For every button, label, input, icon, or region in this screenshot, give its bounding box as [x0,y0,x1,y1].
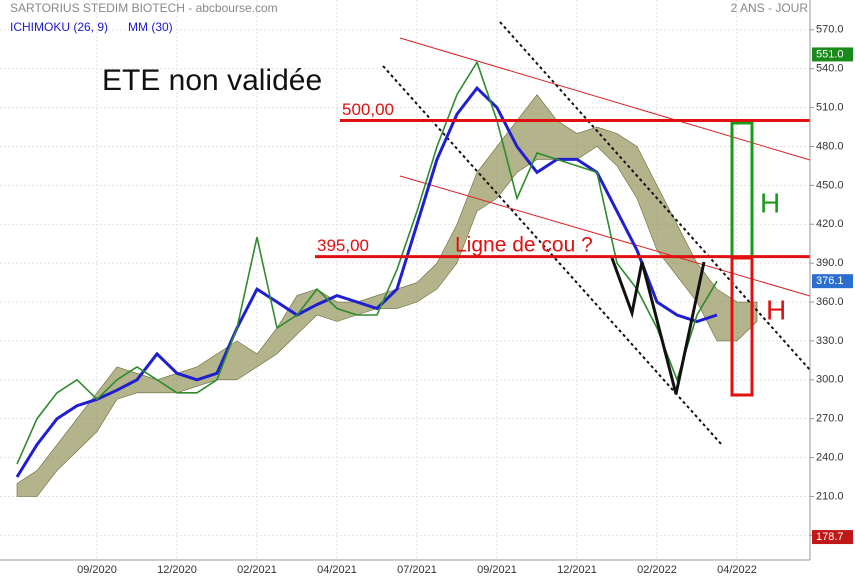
x-tick-label: 02/2021 [237,564,277,576]
price-line [16,60,718,465]
x-tick-label: 12/2020 [157,564,197,576]
pattern-line [610,257,706,395]
y-tick-label: 300.0 [816,374,844,386]
cloud-layer [16,94,758,497]
chart-title: SARTORIUS STEDIM BIOTECH - abcbourse.com [10,1,278,15]
x-tick-label: 04/2021 [317,564,357,576]
period-label: 2 ANS - JOUR [731,1,809,15]
level-label: 500,00 [342,100,394,119]
price-flag [812,530,853,545]
y-tick-label: 540.0 [816,63,844,75]
y-tick-label: 510.0 [816,101,844,113]
y-tick-label: 390.0 [816,257,844,269]
levels-layer: 500,00 395,00 [315,100,810,259]
price-flag-label: 376.1 [816,275,844,287]
channel-line [399,37,811,161]
y-tick-label: 450.0 [816,179,844,191]
plot-area [0,0,810,560]
x-tick-label: 09/2020 [77,564,117,576]
y-tick-label: 570.0 [816,24,844,36]
price-flag [812,274,853,289]
channel-line [399,175,811,297]
lines-layer [15,60,718,478]
legend-entry: ICHIMOKU (26, 9) [10,20,108,34]
y-tick-label: 360.0 [816,296,844,308]
y-tick-label: 270.0 [816,413,844,425]
annotation: ETE non validée [102,64,322,97]
x-tick-label: 07/2021 [397,564,437,576]
level-label: 395,00 [317,236,369,255]
y-tick-label: 420.0 [816,218,844,230]
ma-line [15,85,718,478]
x-tick-label: 02/2022 [637,564,677,576]
y-tick-label: 480.0 [816,140,844,152]
cloud-area [16,94,758,497]
y-tick-label: 210.0 [816,490,844,502]
annotation: Ligne de cou ? [455,234,593,257]
y-tick-label: 330.0 [816,335,844,347]
axis-area [810,0,855,580]
price-flag [812,47,853,62]
x-tick-label: 09/2021 [477,564,517,576]
y-tick-label: 240.0 [816,451,844,463]
annotation: H [760,187,780,218]
price-flag-label: 551.0 [816,48,844,60]
x-tick-label: 04/2022 [717,564,757,576]
annotation: H [766,294,786,325]
x-tick-label: 12/2021 [557,564,597,576]
price-flag-label: 178.7 [816,531,844,543]
axes-layer: 180.0210.0240.0270.0300.0330.0360.0390.0… [77,24,853,576]
legend-entry: MM (30) [128,20,173,34]
